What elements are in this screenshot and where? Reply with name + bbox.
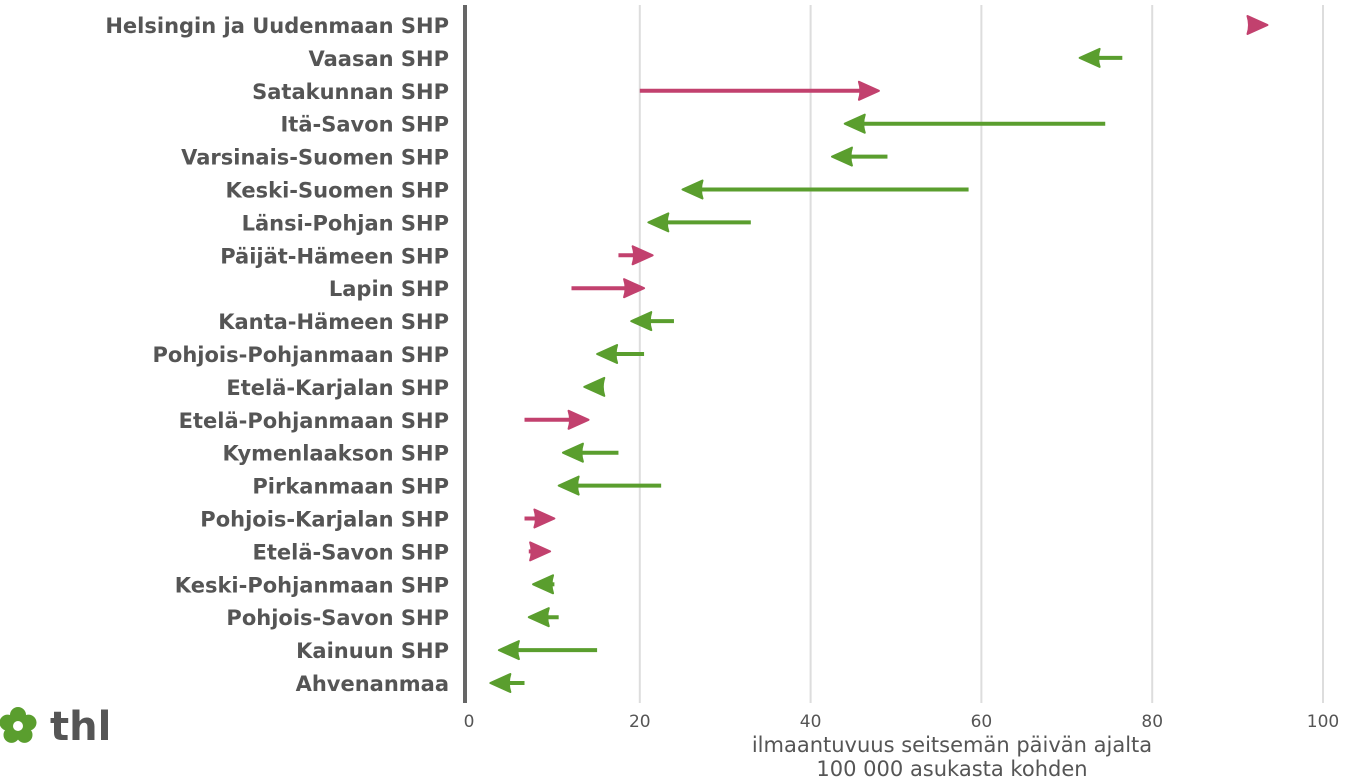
thl-logo: thl: [0, 704, 111, 750]
category-label: Kymenlaakson SHP: [223, 442, 449, 466]
category-label: Kanta-Hämeen SHP: [218, 310, 449, 334]
arrow-mark: [532, 574, 555, 595]
arrow-mark: [497, 640, 598, 661]
arrow-head: [561, 442, 584, 463]
arrow-mark: [630, 311, 674, 332]
arrow-mark: [1078, 47, 1123, 68]
arrow-head: [567, 409, 590, 430]
arrow-head: [527, 607, 550, 628]
arrow-head: [857, 80, 880, 101]
arrow-mark: [647, 212, 751, 233]
arrow-head: [529, 541, 552, 562]
arrow-head: [843, 113, 866, 134]
arrow-mark: [561, 442, 619, 463]
category-labels: Helsingin ja Uudenmaan SHP Vaasan SHP Sata…: [105, 14, 449, 696]
category-label: Lapin SHP: [329, 277, 449, 301]
arrow-head: [489, 673, 512, 693]
x-tick-label: 80: [1141, 712, 1163, 732]
flower-icon: [0, 707, 37, 743]
category-label: Varsinais-Suomen SHP: [181, 146, 449, 170]
arrow-head: [532, 574, 555, 595]
x-tick-label: 60: [971, 712, 993, 732]
arrow-head: [557, 475, 580, 496]
arrow-head: [596, 344, 619, 364]
arrow-mark: [1246, 15, 1269, 35]
grid-layer: [638, 5, 1324, 703]
category-label: Päijät-Hämeen SHP: [220, 244, 449, 268]
category-label: Itä-Savon SHP: [280, 113, 449, 137]
arrow-mark: [596, 344, 645, 364]
category-label: Pohjois-Pohjanmaan SHP: [153, 343, 449, 367]
category-label: Kainuun SHP: [296, 639, 449, 663]
category-label: Etelä-Savon SHP: [253, 540, 449, 564]
logo-text: thl: [50, 704, 111, 750]
category-label: Satakunnan SHP: [252, 80, 449, 104]
arrow-mark: [557, 475, 662, 496]
arrow-head: [647, 212, 670, 233]
x-tick-label: 40: [800, 712, 822, 732]
arrow-mark: [843, 113, 1106, 134]
arrow-mark: [489, 673, 525, 693]
arrow-mark: [639, 80, 880, 101]
category-label: Etelä-Karjalan SHP: [226, 376, 449, 400]
arrow-head: [1246, 15, 1269, 35]
arrow-head: [630, 311, 653, 332]
x-axis-title-line-2: 100 000 asukasta kohden: [816, 757, 1087, 780]
arrow-mark: [830, 146, 888, 167]
category-label: Helsingin ja Uudenmaan SHP: [105, 14, 449, 38]
arrow-mark: [583, 376, 606, 397]
arrow-layer: [489, 15, 1269, 693]
category-label: Vaasan SHP: [309, 47, 449, 71]
arrow-head: [533, 508, 556, 529]
category-label: Pohjois-Savon SHP: [226, 606, 449, 630]
arrow-mark: [528, 541, 552, 562]
category-label: Keski-Suomen SHP: [225, 179, 449, 203]
arrow-head: [583, 376, 606, 397]
category-label: Pirkanmaan SHP: [252, 475, 449, 499]
x-tick-label: 0: [464, 712, 475, 732]
arrow-head: [497, 640, 520, 661]
x-axis-title-line-1: ilmaantuvuus seitsemän päivän ajalta: [752, 733, 1152, 757]
arrow-head: [681, 179, 704, 200]
arrow-head: [1078, 47, 1101, 68]
arrow-head: [830, 146, 853, 167]
category-label: Länsi-Pohjan SHP: [242, 211, 449, 235]
category-label: Etelä-Pohjanmaan SHP: [179, 409, 449, 433]
arrow-mark: [524, 508, 556, 529]
arrow-mark: [618, 245, 654, 266]
x-tick-labels: 0 20 40 60 80 100: [464, 712, 1340, 732]
category-label: Ahvenanmaa: [296, 672, 449, 696]
arrow-mark: [571, 278, 646, 299]
x-tick-label: 20: [629, 712, 651, 732]
x-tick-label: 100: [1307, 712, 1339, 732]
category-label: Keski-Pohjanmaan SHP: [175, 573, 449, 597]
arrow-mark: [681, 179, 969, 200]
arrow-mark: [524, 409, 590, 430]
arrow-head: [623, 278, 646, 299]
category-label: Pohjois-Karjalan SHP: [200, 508, 449, 532]
arrow-mark: [527, 607, 559, 628]
arrow-head: [631, 245, 654, 266]
